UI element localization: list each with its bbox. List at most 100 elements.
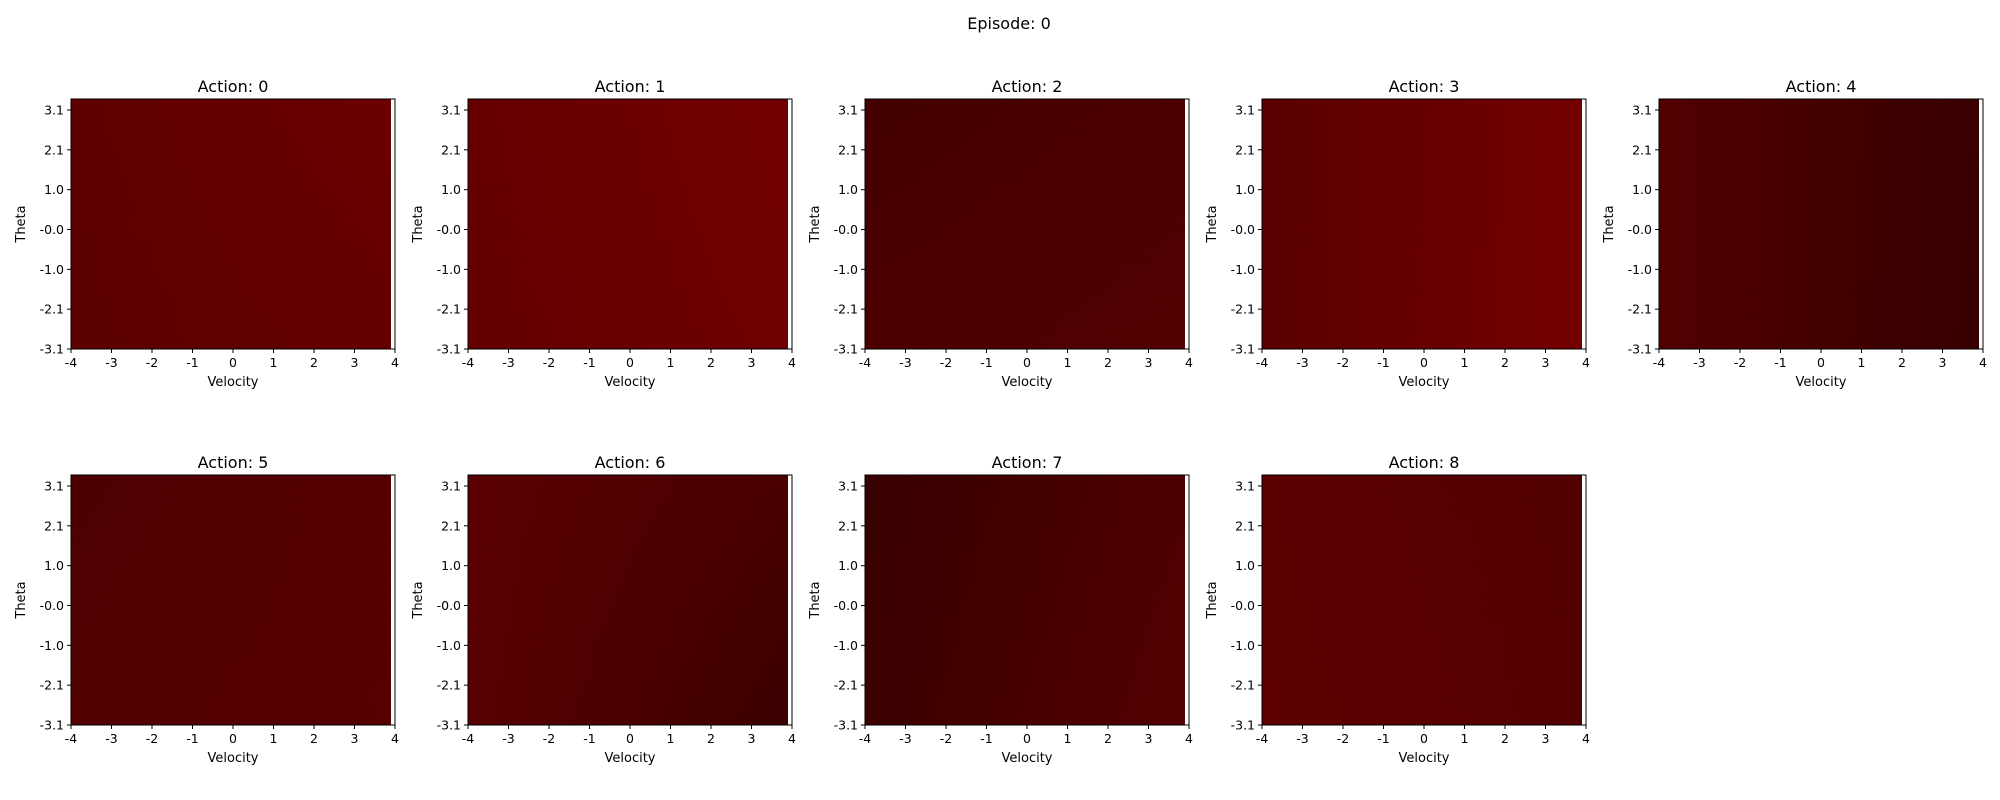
y-tick-label: -1.0: [1231, 638, 1255, 653]
x-tick-label: 3: [1542, 731, 1550, 746]
y-tick-label: -3.1: [40, 342, 64, 357]
x-tick-label: 1: [270, 731, 278, 746]
y-tick-label: -3.1: [437, 718, 461, 733]
x-tick-label: 4: [1582, 731, 1590, 746]
y-tick-label: -2.1: [1231, 302, 1255, 317]
heatmap-panel: Action: 4 -4 -3 -2 -1 0 1 2 3 4 3.1 2.1 1.0 -0.0 -1.0 -…: [1602, 77, 1987, 390]
y-tick-label: 3.1: [44, 479, 64, 494]
y-tick-label: 3.1: [1632, 103, 1652, 118]
x-tick-label: 2: [1104, 731, 1112, 746]
x-tick-label: -1: [980, 355, 992, 370]
x-tick-label: 0: [1420, 355, 1428, 370]
subplot-title: Action: 7: [992, 453, 1063, 472]
y-tick-label: -2.1: [40, 302, 64, 317]
x-tick-label: -1: [1774, 355, 1786, 370]
y-tick-label: -2.1: [834, 678, 858, 693]
y-tick-label: -1.0: [40, 638, 64, 653]
x-tick-label: -4: [859, 731, 872, 746]
x-tick-label: 2: [707, 355, 715, 370]
x-tick-label: 3: [1939, 355, 1947, 370]
x-tick-label: -4: [462, 731, 475, 746]
figure-suptitle: Episode: 0: [967, 14, 1051, 33]
y-tick-label: -1.0: [1628, 262, 1652, 277]
subplot-title: Action: 2: [992, 77, 1063, 96]
y-tick-label: 2.1: [44, 142, 64, 157]
x-tick-label: 1: [667, 731, 675, 746]
x-tick-label: 1: [1461, 355, 1469, 370]
y-tick-label: 1.0: [838, 182, 858, 197]
y-tick-label: 3.1: [1235, 479, 1255, 494]
subplot-title: Action: 8: [1389, 453, 1460, 472]
x-tick-label: -2: [1337, 731, 1349, 746]
x-tick-label: -4: [1653, 355, 1666, 370]
y-tick-label: 1.0: [441, 558, 461, 573]
x-tick-label: 3: [351, 731, 359, 746]
x-tick-label: -4: [65, 731, 78, 746]
x-tick-label: -3: [105, 731, 117, 746]
y-tick-label: 2.1: [44, 518, 64, 533]
x-axis-label: Velocity: [605, 375, 656, 390]
y-tick-label: 3.1: [44, 103, 64, 118]
subplot-grid: Action: 0 -4 -3 -2 -1 0 1 2 3 4 3.1 2.1 1.0 -0.0 -1.0 -…: [14, 77, 1987, 766]
y-tick-label: -0.0: [1628, 222, 1652, 237]
subplot-title: Action: 0: [198, 77, 269, 96]
x-tick-label: -1: [186, 731, 198, 746]
x-tick-label: 2: [1501, 355, 1509, 370]
y-axis-label: Theta: [411, 581, 426, 619]
y-tick-label: -1.0: [834, 262, 858, 277]
y-tick-label: 1.0: [1632, 182, 1652, 197]
x-tick-label: 0: [229, 355, 237, 370]
y-tick-label: 2.1: [1235, 518, 1255, 533]
x-tick-label: -4: [1256, 355, 1269, 370]
x-tick-label: 3: [1145, 731, 1153, 746]
x-axis-label: Velocity: [1002, 375, 1053, 390]
y-tick-label: -0.0: [40, 598, 64, 613]
y-tick-label: -0.0: [40, 222, 64, 237]
x-tick-label: 1: [1064, 731, 1072, 746]
heatmap-panel: Action: 5 -4 -3 -2 -1 0 1 2 3 4 3.1 2.1 1.0 -0.0 -1.0 -…: [14, 453, 399, 766]
x-tick-label: 3: [748, 731, 756, 746]
x-tick-label: 0: [1023, 731, 1031, 746]
x-tick-label: -2: [940, 355, 952, 370]
x-tick-label: 1: [667, 355, 675, 370]
x-tick-label: -4: [462, 355, 475, 370]
heatmap-panel: Action: 2 -4 -3 -2 -1 0 1 2 3 4 3.1 2.1 1.0 -0.0 -1.0 -…: [808, 77, 1193, 390]
subplot-title: Action: 4: [1786, 77, 1857, 96]
y-tick-label: 3.1: [441, 103, 461, 118]
y-tick-label: -0.0: [437, 222, 461, 237]
y-tick-label: 1.0: [441, 182, 461, 197]
x-tick-label: -3: [899, 731, 911, 746]
y-tick-label: 1.0: [44, 182, 64, 197]
subplot-title: Action: 6: [595, 453, 666, 472]
x-tick-label: -3: [502, 355, 514, 370]
heatmap-image-lower: [1262, 475, 1582, 725]
y-tick-label: -1.0: [437, 262, 461, 277]
y-axis-label: Theta: [1602, 205, 1617, 243]
heatmap-panel: Action: 8 -4 -3 -2 -1 0 1 2 3 4 3.1 2.1 1.0 -0.0 -1.0 -…: [1205, 453, 1590, 766]
x-tick-label: 4: [788, 731, 796, 746]
x-tick-label: 2: [1898, 355, 1906, 370]
y-tick-label: 3.1: [1235, 103, 1255, 118]
y-axis-label: Theta: [14, 205, 29, 243]
y-tick-label: -1.0: [1231, 262, 1255, 277]
x-tick-label: 0: [1023, 355, 1031, 370]
x-tick-label: -2: [543, 731, 555, 746]
x-tick-label: -3: [105, 355, 117, 370]
y-tick-label: -0.0: [834, 222, 858, 237]
x-tick-label: -3: [1296, 355, 1308, 370]
heatmap-panel: Action: 3 -4 -3 -2 -1 0 1 2 3 4 3.1 2.1 1.0 -0.0 -1.0 -…: [1205, 77, 1590, 390]
y-tick-label: 2.1: [1235, 142, 1255, 157]
x-tick-label: 0: [626, 355, 634, 370]
y-tick-label: 1.0: [1235, 182, 1255, 197]
heatmap-panel: Action: 6 -4 -3 -2 -1 0 1 2 3 4 3.1 2.1 1.0 -0.0 -1.0 -…: [411, 453, 796, 766]
y-tick-label: 1.0: [1235, 558, 1255, 573]
heatmap-image-lower: [71, 475, 391, 725]
x-tick-label: -3: [1296, 731, 1308, 746]
x-tick-label: 2: [1104, 355, 1112, 370]
x-tick-label: 1: [1064, 355, 1072, 370]
x-axis-label: Velocity: [1002, 751, 1053, 766]
x-tick-label: -1: [186, 355, 198, 370]
x-tick-label: 0: [1817, 355, 1825, 370]
y-tick-label: -1.0: [437, 638, 461, 653]
